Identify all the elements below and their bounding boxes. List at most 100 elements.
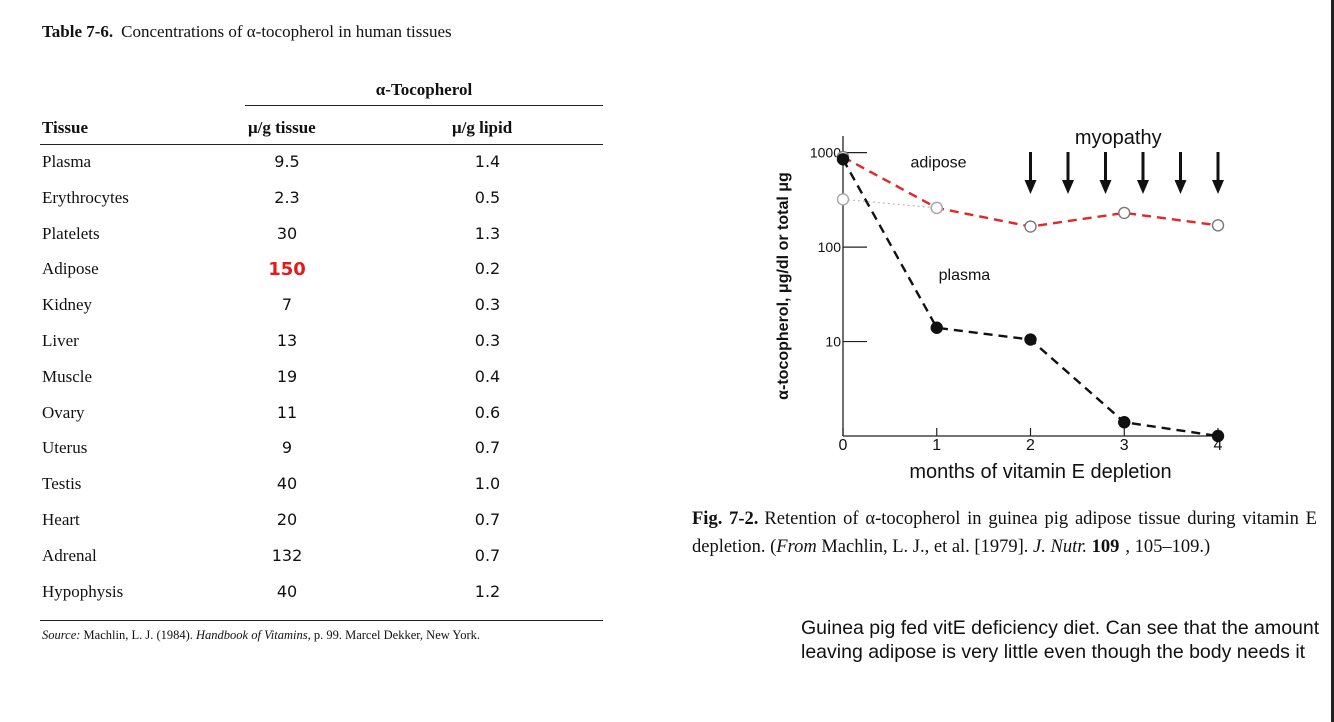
source-label: Source: [42, 628, 81, 642]
table-body: Plasma 9.5 1.4 Erythrocytes 2.3 0.5 Platelets 3… [0, 146, 620, 611]
table-row: Uterus 9 0.7 [0, 432, 620, 468]
data-point-plasma [1024, 333, 1037, 346]
figure-caption-text: Retention of α-tocopherol in guinea pig … [692, 509, 1317, 557]
y-tick-label: 1000 [810, 145, 841, 161]
per-lipid-cell: 1.0 [474, 474, 501, 494]
table-caption: Table 7-6. Concentrations of α-tocopherol… [42, 22, 452, 42]
per-tissue-cell: 2.3 [274, 187, 300, 207]
tissue-cell: Kidney [42, 295, 93, 315]
per-lipid-cell: 0.7 [474, 545, 501, 565]
table-row: Plasma 9.5 1.4 [0, 146, 620, 182]
per-tissue-cell: 9 [281, 438, 293, 458]
data-point-plasma [836, 153, 850, 166]
table-row: Platelets 30 1.3 [0, 218, 620, 254]
per-lipid-cell: 0.5 [474, 187, 501, 207]
table-row: Testis 40 1.0 [0, 468, 620, 504]
plasma-label: plasma [939, 267, 991, 284]
table-row: Adrenal 132 0.7 [0, 540, 620, 576]
tissue-cell: Hypophysis [42, 581, 124, 601]
per-tissue-cell: 132 [271, 545, 303, 565]
tissue-cell: Ovary [42, 402, 85, 422]
per-tissue-cell: 7 [281, 295, 293, 315]
tissue-cell: Erythrocytes [42, 187, 129, 207]
figure-caption-from: From [776, 537, 817, 557]
per-tissue-cell: 9.5 [274, 152, 300, 171]
myopathy-arrow-head [1099, 180, 1112, 194]
series-line-early-adipose [842, 198, 937, 209]
data-point-plasma [1118, 415, 1131, 429]
tissue-cell: Platelets [42, 223, 100, 243]
figure-caption-authors: Machlin, L. J., et al. [1979]. [816, 537, 1034, 557]
myopathy-label: myopathy [1075, 127, 1162, 149]
per-lipid-cell: 0.2 [474, 259, 501, 279]
source-title: Handbook of Vitamins, [196, 628, 311, 642]
data-point-adipose [1024, 220, 1037, 233]
tissue-cell: Plasma [42, 152, 92, 171]
y-tick-label: 100 [818, 239, 842, 255]
per-tissue-cell: 13 [276, 330, 298, 350]
series-line-plasma [841, 158, 1219, 438]
per-tissue-cell: 11 [276, 402, 298, 422]
alpha-tocopherol-header: α-Tocopherol [375, 80, 473, 99]
per-lipid-cell: 0.4 [474, 366, 501, 386]
table-row: Kidney 7 0.3 [0, 289, 620, 325]
adipose-label: adipose [911, 154, 967, 171]
data-point-adipose [1211, 219, 1225, 232]
figure-caption: Fig. 7-2. Retention of α-tocopherol in gu… [692, 505, 1317, 561]
per-tissue-cell: 20 [276, 509, 298, 529]
x-tick-label: 0 [839, 437, 848, 454]
x-tick-label: 2 [1026, 437, 1035, 454]
per-lipid-cell: 0.3 [474, 330, 501, 350]
tissue-cell: Adrenal [42, 545, 97, 565]
myopathy-arrow-head [1062, 180, 1074, 194]
myopathy-arrow-head [1174, 180, 1187, 194]
x-tick-label: 3 [1120, 437, 1129, 454]
data-point-early-adipose [836, 193, 850, 206]
figure-caption-journal: J. Nutr. [1033, 537, 1087, 557]
myopathy-arrow-head [1024, 180, 1037, 194]
column-header-per-tissue: μ/g tissue [248, 118, 316, 137]
per-lipid-cell: 0.7 [474, 509, 501, 529]
table-caption-label: Table 7-6. [42, 22, 114, 41]
page-right-border [1331, 0, 1334, 722]
data-point-early-adipose [930, 201, 943, 215]
tissue-cell: Heart [42, 509, 80, 529]
data-point-adipose [1118, 206, 1131, 220]
group-header-rule [245, 105, 603, 106]
figure-caption-volume: 109 [1091, 537, 1120, 557]
table-source: Source: Machlin, L. J. (1984). Handbook … [42, 628, 480, 643]
data-point-plasma [1211, 429, 1225, 443]
per-tissue-cell: 40 [276, 581, 298, 601]
x-tick-label: 1 [932, 437, 941, 454]
per-tissue-cell: 30 [276, 223, 298, 243]
per-tissue-cell: 150 [268, 259, 306, 281]
source-rest: p. 99. Marcel Dekker, New York. [313, 628, 480, 642]
myopathy-arrow-head [1212, 180, 1224, 194]
table-bottom-rule [40, 620, 603, 621]
tissue-cell: Uterus [42, 438, 88, 458]
per-lipid-cell: 0.6 [474, 402, 501, 422]
figure-caption-label: Fig. 7-2. [692, 509, 759, 529]
annotation-note: Guinea pig fed vitE deficiency diet. Can… [801, 617, 1320, 663]
table-row: Hypophysis 40 1.2 [0, 576, 620, 612]
per-lipid-cell: 0.7 [474, 438, 501, 458]
tocopherol-depletion-chart: 10 100 1000 0 1 2 3 4 months of vitamin E deplet… [775, 127, 1225, 483]
table-caption-text: Concentrations of α-tocopherol in human … [121, 22, 452, 41]
column-header-per-lipid: μ/g lipid [452, 118, 513, 137]
per-tissue-cell: 40 [276, 474, 298, 494]
table-row: Muscle 19 0.4 [0, 361, 620, 397]
source-author: Machlin, L. J. (1984). [83, 628, 193, 642]
per-lipid-cell: 1.3 [474, 223, 501, 243]
table-row: Ovary 11 0.6 [0, 397, 620, 433]
tissue-cell: Liver [42, 330, 79, 350]
per-lipid-cell: 1.4 [474, 152, 501, 171]
myopathy-arrow-head [1137, 180, 1149, 194]
per-lipid-cell: 1.2 [474, 581, 501, 601]
column-header-tissue: Tissue [42, 118, 88, 137]
y-tick-label: 10 [825, 334, 841, 350]
table-row: Erythrocytes 2.3 0.5 [0, 182, 620, 218]
x-axis-label: months of vitamin E depletion [909, 461, 1171, 483]
tissue-cell: Muscle [42, 366, 93, 386]
table-row: Liver 13 0.3 [0, 325, 620, 361]
per-lipid-cell: 0.3 [474, 295, 501, 315]
